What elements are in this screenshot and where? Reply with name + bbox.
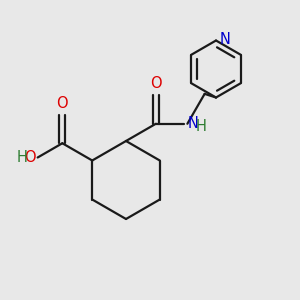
- Text: N: N: [188, 116, 199, 131]
- Text: H: H: [196, 118, 207, 134]
- Text: N: N: [220, 32, 230, 47]
- Text: O: O: [56, 96, 68, 111]
- Text: H: H: [16, 150, 27, 165]
- Text: O: O: [150, 76, 162, 91]
- Text: O: O: [25, 150, 36, 165]
